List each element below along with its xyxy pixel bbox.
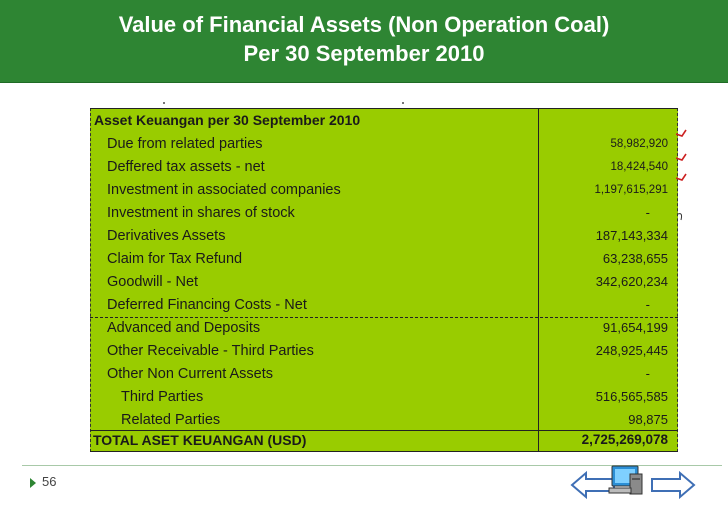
row-value: - bbox=[645, 297, 650, 312]
total-value: 2,725,269,078 bbox=[581, 432, 668, 447]
table-row: Claim for Tax Refund 63,238,655 bbox=[90, 249, 678, 272]
bullet-arrow-icon bbox=[30, 478, 36, 488]
slide-number: 56 bbox=[42, 474, 57, 489]
right-arrow-icon bbox=[651, 470, 696, 500]
row-label: Related Parties bbox=[121, 412, 221, 428]
table-border-bottom bbox=[90, 451, 678, 452]
row-label: Deffered tax assets - net bbox=[107, 159, 265, 175]
row-value: 516,565,585 bbox=[595, 389, 668, 404]
row-value: 91,654,199 bbox=[602, 320, 668, 335]
row-value: 63,238,655 bbox=[602, 251, 668, 266]
table-row: Related Parties 98,875 bbox=[90, 410, 678, 433]
red-check-mark bbox=[676, 129, 687, 137]
home-computer-button[interactable] bbox=[604, 464, 648, 500]
total-label: TOTAL ASET KEUANGAN (USD) bbox=[93, 432, 307, 448]
slide-title-line-1: Value of Financial Assets (Non Operation… bbox=[118, 12, 610, 37]
table-row: Goodwill - Net 342,620,234 bbox=[90, 272, 678, 295]
section-divider bbox=[90, 317, 678, 318]
row-label: Investment in shares of stock bbox=[107, 205, 295, 221]
table-row: Deffered tax assets - net 18,424,540 bbox=[90, 157, 678, 180]
row-label: Advanced and Deposits bbox=[107, 320, 261, 336]
red-check-mark bbox=[676, 153, 687, 161]
row-value: 18,424,540 bbox=[610, 161, 668, 173]
red-check-mark bbox=[676, 173, 687, 181]
table-row: Deferred Financing Costs - Net - bbox=[90, 295, 678, 318]
row-value: 248,925,445 bbox=[595, 343, 668, 358]
table-row: Due from related parties 58,982,920 bbox=[90, 134, 678, 157]
row-value: 58,982,920 bbox=[610, 138, 668, 150]
table-row: Third Parties 516,565,585 bbox=[90, 387, 678, 410]
table-border-left bbox=[90, 108, 91, 452]
column-divider bbox=[538, 108, 539, 452]
table-row: Derivatives Assets 187,143,334 bbox=[90, 226, 678, 249]
financial-assets-table: Asset Keuangan per 30 September 2010 Due… bbox=[90, 108, 678, 452]
row-label: Deferred Financing Costs - Net bbox=[107, 297, 307, 313]
computer-icon bbox=[608, 465, 643, 495]
footer-divider bbox=[22, 465, 722, 466]
table-row: Investment in shares of stock - bbox=[90, 203, 678, 226]
table-corner-mark bbox=[163, 102, 165, 104]
row-value: 187,143,334 bbox=[595, 228, 668, 243]
row-label: Goodwill - Net bbox=[107, 274, 199, 290]
table-row: Other Receivable - Third Parties 248,925… bbox=[90, 341, 678, 364]
row-value: - bbox=[645, 366, 650, 381]
row-label: Other Non Current Assets bbox=[107, 366, 274, 382]
row-label: Investment in associated companies bbox=[107, 182, 341, 198]
total-row: TOTAL ASET KEUANGAN (USD) 2,725,269,078 bbox=[90, 430, 678, 453]
check-marks bbox=[676, 129, 687, 221]
total-divider bbox=[90, 430, 678, 431]
table-corner-mark bbox=[402, 102, 404, 104]
row-value: 98,875 bbox=[628, 412, 668, 427]
row-label: Third Parties bbox=[121, 389, 204, 405]
row-value: 1,197,615,291 bbox=[594, 184, 668, 196]
table-row: Investment in associated companies 1,197… bbox=[90, 180, 678, 203]
table-row: Advanced and Deposits 91,654,199 bbox=[90, 318, 678, 341]
title-banner: Value of Financial Assets (Non Operation… bbox=[0, 0, 728, 83]
row-label: Claim for Tax Refund bbox=[107, 251, 243, 267]
table-header-row: Asset Keuangan per 30 September 2010 bbox=[90, 110, 678, 133]
row-label: Other Receivable - Third Parties bbox=[107, 343, 314, 359]
row-label: Derivatives Assets bbox=[107, 228, 226, 244]
row-value: 342,620,234 bbox=[595, 274, 668, 289]
black-tick-mark bbox=[677, 213, 683, 221]
table-border-top bbox=[90, 108, 678, 109]
slide-title-line-2: Per 30 September 2010 bbox=[243, 41, 485, 66]
table-header-label: Asset Keuangan per 30 September 2010 bbox=[94, 112, 361, 128]
table-row: Other Non Current Assets - bbox=[90, 364, 678, 387]
next-slide-button[interactable] bbox=[650, 470, 696, 500]
table-border-right bbox=[677, 108, 678, 452]
row-label: Due from related parties bbox=[107, 136, 263, 152]
row-value: - bbox=[645, 205, 650, 220]
